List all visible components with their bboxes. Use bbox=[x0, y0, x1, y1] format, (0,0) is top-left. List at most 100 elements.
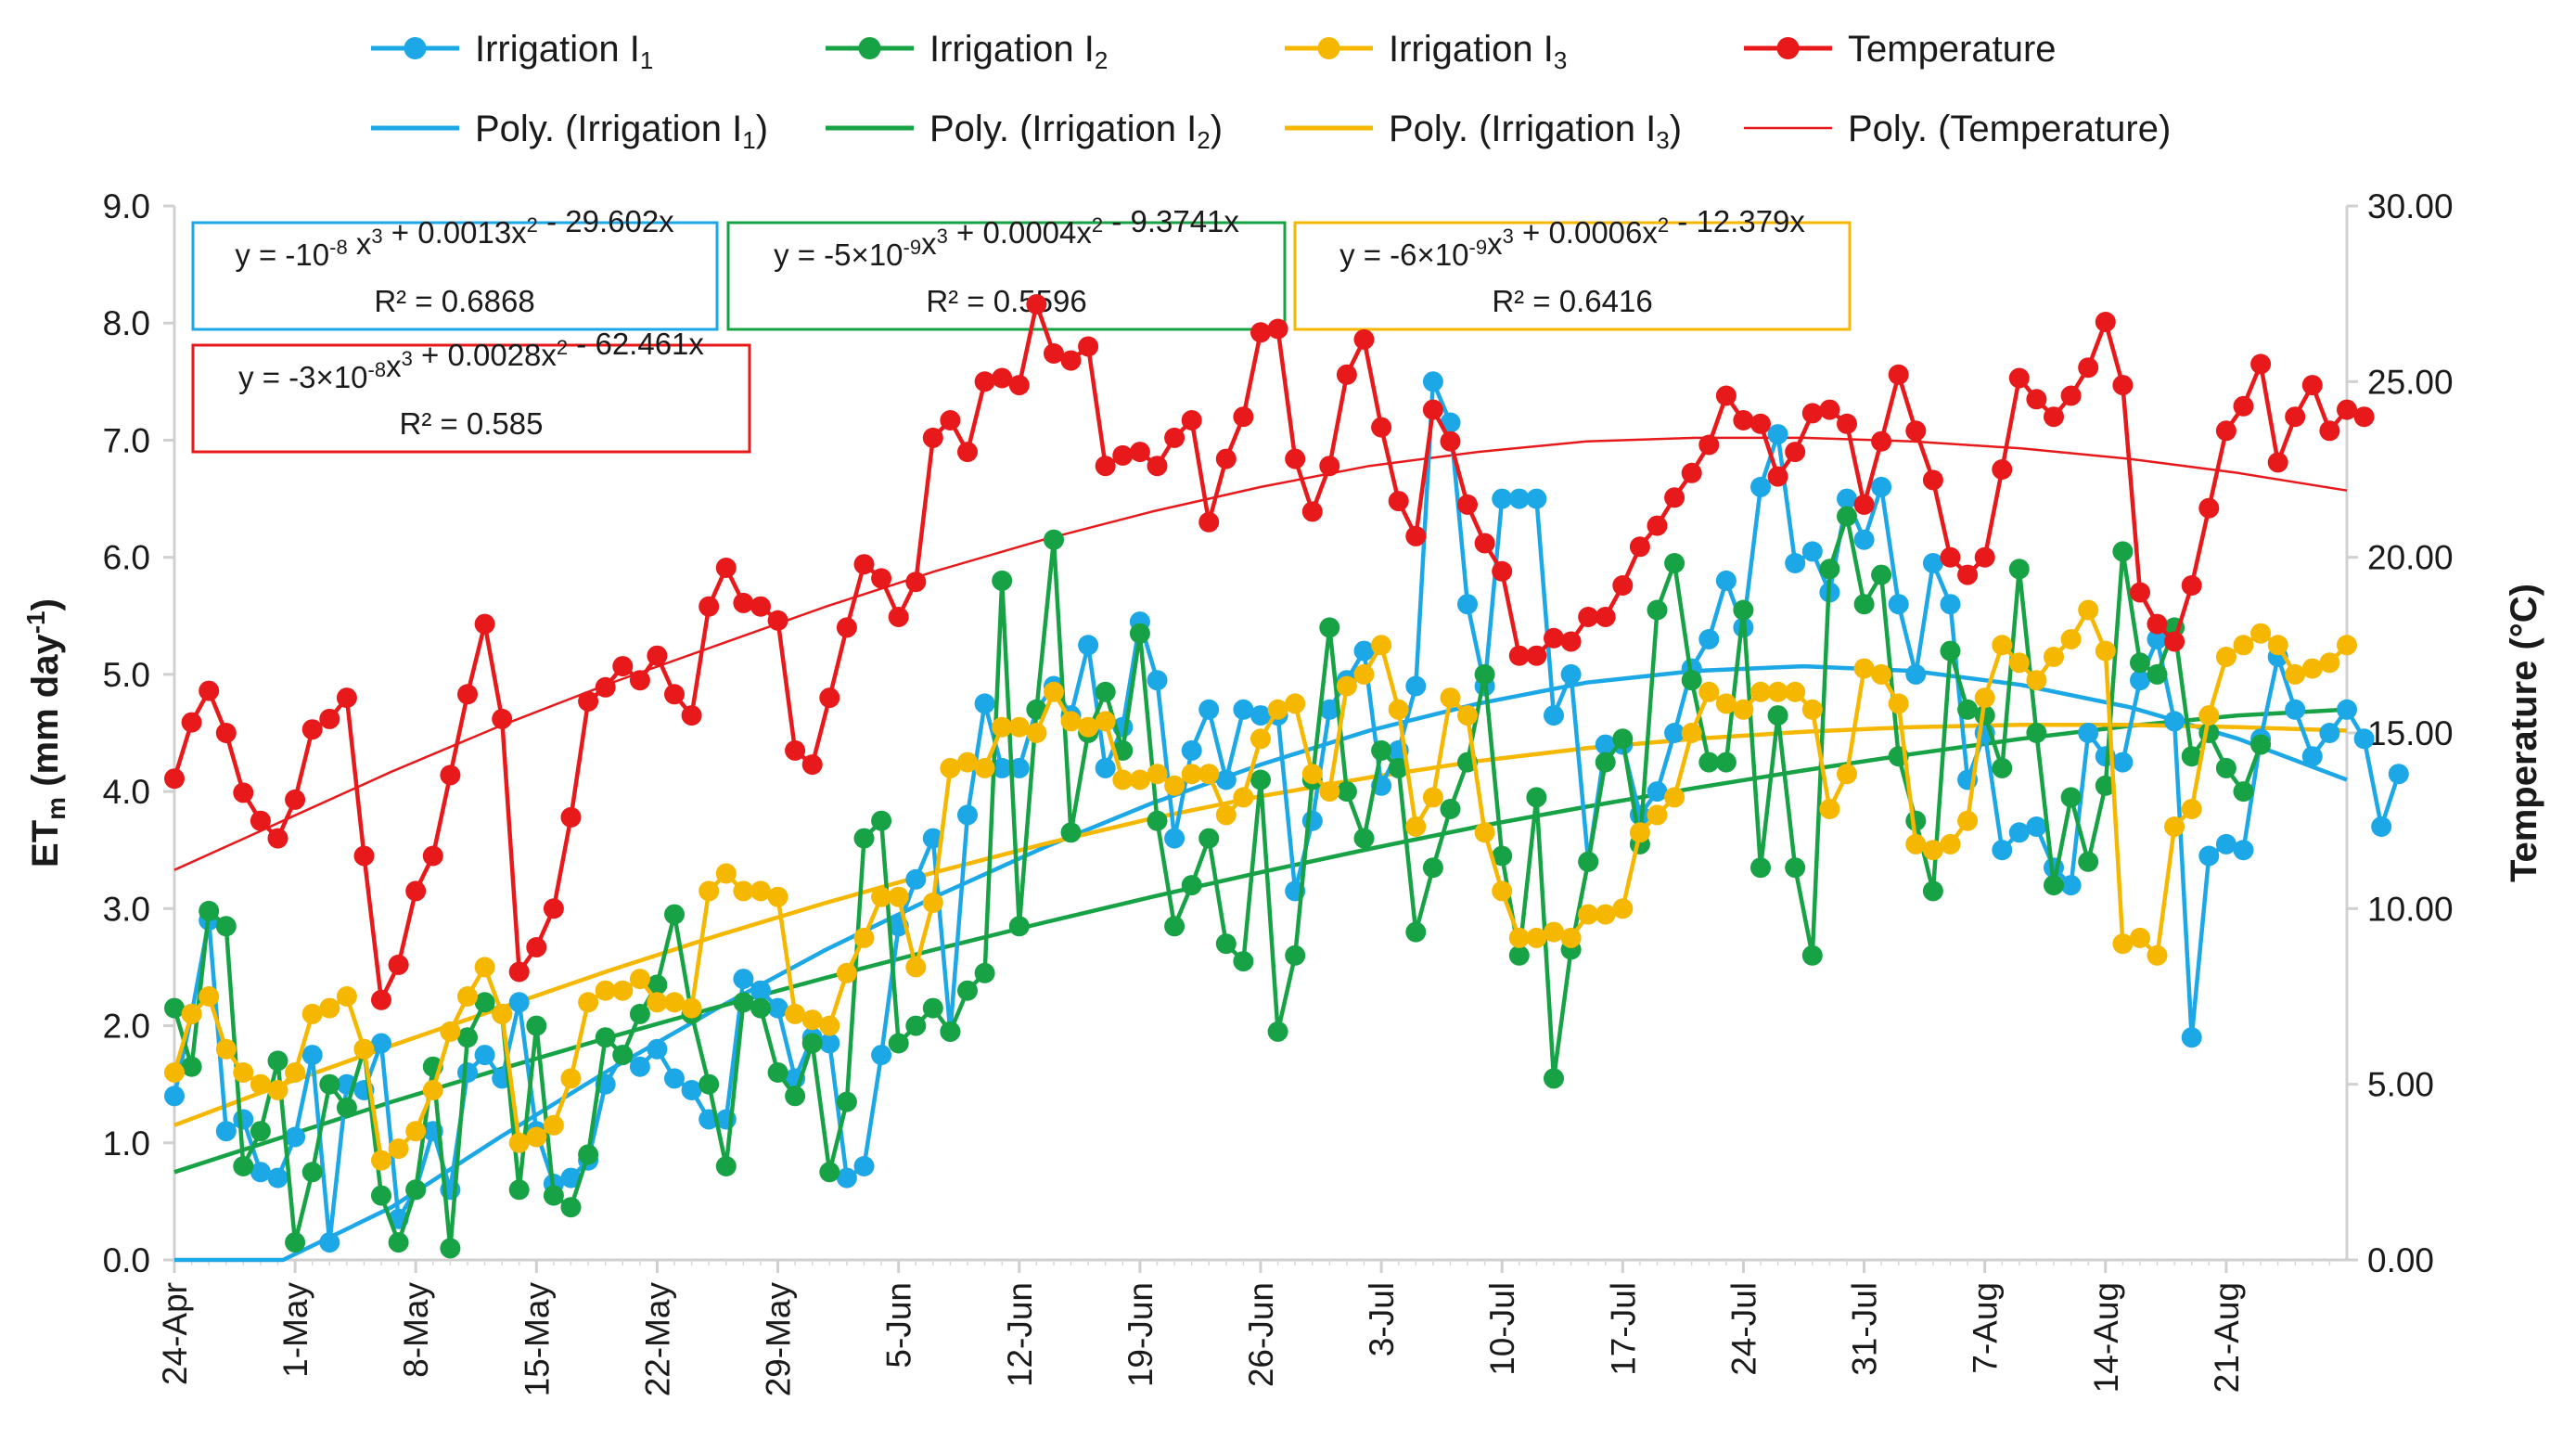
data-point-temperature bbox=[1353, 328, 1375, 350]
data-point-irrigation-i2 bbox=[1647, 599, 1668, 621]
data-point-irrigation-i2 bbox=[301, 1162, 323, 1183]
data-point-irrigation-i2 bbox=[1026, 699, 1047, 720]
data-point-irrigation-i3 bbox=[1819, 799, 1840, 819]
data-point-irrigation-i3 bbox=[1336, 675, 1357, 697]
data-point-irrigation-i1 bbox=[905, 868, 927, 890]
data-point-irrigation-i2 bbox=[336, 1097, 357, 1118]
data-point-irrigation-i3 bbox=[1560, 927, 1582, 948]
data-point-irrigation-i3 bbox=[1215, 804, 1237, 826]
data-point-irrigation-i3 bbox=[2044, 647, 2064, 667]
data-point-irrigation-i1 bbox=[164, 1086, 185, 1107]
data-point-irrigation-i2 bbox=[871, 810, 892, 831]
data-point-irrigation-i1 bbox=[2198, 845, 2220, 867]
data-point-irrigation-i1 bbox=[2319, 723, 2340, 743]
data-point-irrigation-i2 bbox=[1698, 752, 1720, 773]
data-point-temperature bbox=[1267, 318, 1288, 340]
data-point-temperature bbox=[2112, 375, 2134, 396]
y-axis-title: ETm (mm day-1) bbox=[21, 598, 70, 867]
data-point-irrigation-i1 bbox=[681, 1080, 702, 1100]
legend-item-irrigation-i3: Irrigation I3 bbox=[1285, 29, 1567, 74]
data-point-temperature bbox=[836, 617, 857, 638]
data-point-temperature bbox=[1974, 546, 1995, 568]
x-tick-label: 22-May bbox=[638, 1282, 676, 1397]
data-point-irrigation-i3 bbox=[1733, 699, 1754, 720]
data-point-irrigation-i2 bbox=[1060, 822, 1082, 843]
data-point-irrigation-i1 bbox=[1147, 670, 1168, 691]
data-point-temperature bbox=[1060, 350, 1082, 371]
data-point-irrigation-i2 bbox=[319, 1073, 340, 1095]
legend-label: Poly. (Irrigation I1) bbox=[475, 109, 768, 154]
data-point-irrigation-i1 bbox=[2060, 875, 2082, 896]
data-point-irrigation-i1 bbox=[2181, 1027, 2202, 1048]
data-point-temperature bbox=[1285, 448, 1306, 469]
data-point-irrigation-i1 bbox=[922, 828, 943, 849]
data-point-irrigation-i2 bbox=[2095, 775, 2116, 796]
data-point-irrigation-i3 bbox=[2181, 799, 2202, 819]
data-point-irrigation-i3 bbox=[543, 1114, 564, 1136]
data-point-temperature bbox=[508, 961, 530, 983]
data-point-irrigation-i3 bbox=[1940, 833, 1961, 854]
data-point-irrigation-i2 bbox=[1044, 529, 1064, 550]
data-point-irrigation-i2 bbox=[1147, 810, 1168, 831]
data-point-temperature bbox=[715, 558, 737, 578]
data-point-irrigation-i3 bbox=[508, 1132, 530, 1153]
data-point-irrigation-i2 bbox=[1215, 933, 1237, 955]
data-point-irrigation-i1 bbox=[1250, 705, 1271, 726]
trendline-poly-irrigation-i1- bbox=[174, 663, 2348, 1263]
data-point-irrigation-i3 bbox=[1147, 764, 1168, 785]
data-point-irrigation-i1 bbox=[2026, 816, 2047, 837]
data-point-irrigation-i3 bbox=[664, 992, 685, 1013]
data-point-temperature bbox=[2164, 631, 2185, 652]
data-point-temperature bbox=[560, 806, 582, 828]
data-point-temperature bbox=[1492, 560, 1513, 582]
data-point-irrigation-i1 bbox=[2078, 723, 2099, 743]
data-point-irrigation-i1 bbox=[2130, 670, 2150, 691]
y2-axis-title: Temperature (°C) bbox=[2504, 584, 2544, 882]
series-temperature bbox=[164, 294, 2375, 1010]
data-point-irrigation-i3 bbox=[1992, 635, 2013, 656]
y2-tick-label: 10.00 bbox=[2367, 890, 2454, 928]
data-point-irrigation-i2 bbox=[2233, 781, 2254, 803]
data-point-irrigation-i3 bbox=[1698, 681, 1720, 702]
x-tick-label: 7-Aug bbox=[1967, 1282, 2005, 1374]
data-point-temperature bbox=[1785, 442, 1806, 463]
data-point-irrigation-i3 bbox=[819, 1015, 840, 1036]
legend-label: Irrigation I3 bbox=[1389, 29, 1567, 74]
data-point-irrigation-i3 bbox=[1837, 764, 1857, 785]
data-point-irrigation-i3 bbox=[492, 1003, 513, 1024]
data-point-irrigation-i2 bbox=[629, 1003, 650, 1024]
data-point-irrigation-i1 bbox=[992, 757, 1013, 778]
data-point-irrigation-i1 bbox=[1301, 810, 1323, 831]
equation-box: y = -3×10-8x3 + 0.0028x2 - 62.461x R² = 0… bbox=[191, 327, 751, 454]
data-point-temperature bbox=[1371, 417, 1392, 438]
data-point-temperature bbox=[1992, 459, 2013, 480]
data-point-irrigation-i1 bbox=[767, 997, 788, 1019]
equation-formula: y = -3×10-8x3 + 0.0028x2 - 62.461x bbox=[238, 327, 704, 394]
data-point-irrigation-i1 bbox=[1715, 570, 1737, 591]
data-point-irrigation-i1 bbox=[750, 980, 771, 1001]
data-point-temperature bbox=[1698, 434, 1720, 456]
data-point-irrigation-i2 bbox=[526, 1015, 547, 1036]
data-point-irrigation-i3 bbox=[1664, 787, 1685, 808]
data-point-irrigation-i1 bbox=[474, 1045, 495, 1066]
data-point-irrigation-i1 bbox=[2164, 711, 2185, 732]
data-point-temperature bbox=[1888, 364, 1909, 385]
data-point-temperature bbox=[922, 427, 943, 448]
data-point-temperature bbox=[1853, 494, 1875, 515]
data-point-irrigation-i3 bbox=[2198, 705, 2220, 726]
data-point-irrigation-i3 bbox=[578, 992, 599, 1013]
equation-r-squared: R² = 0.585 bbox=[399, 406, 543, 441]
data-point-irrigation-i3 bbox=[2301, 658, 2323, 679]
data-point-irrigation-i1 bbox=[1198, 699, 1220, 720]
data-point-irrigation-i3 bbox=[2130, 927, 2150, 948]
data-point-temperature bbox=[1440, 430, 1461, 452]
legend-item-poly-irrigation-i3-: Poly. (Irrigation I3) bbox=[1285, 109, 1682, 154]
data-point-irrigation-i3 bbox=[1044, 681, 1064, 702]
data-point-irrigation-i3 bbox=[922, 893, 943, 913]
data-point-irrigation-i1 bbox=[1405, 675, 1427, 697]
data-point-irrigation-i1 bbox=[1181, 739, 1202, 761]
data-point-temperature bbox=[578, 690, 599, 712]
y-tick-label: 7.0 bbox=[103, 421, 150, 459]
data-point-irrigation-i3 bbox=[1871, 663, 1892, 685]
data-point-irrigation-i3 bbox=[440, 1021, 461, 1042]
